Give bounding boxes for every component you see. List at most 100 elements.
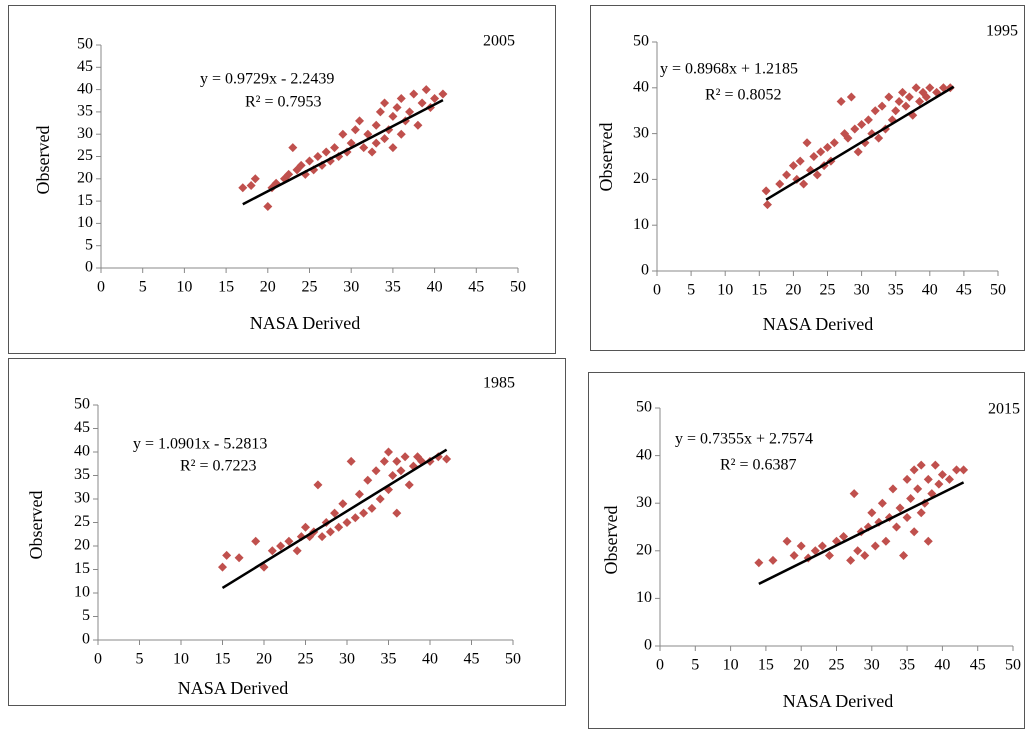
data-point — [817, 541, 827, 551]
panel-border — [8, 5, 556, 354]
data-point — [367, 503, 377, 513]
x-tick-label: 30 — [339, 651, 355, 668]
y-tick-label: 50 — [74, 396, 90, 413]
y-axis-label: Observed — [596, 123, 616, 192]
data-point — [388, 111, 398, 121]
x-tick-label: 25 — [298, 651, 314, 668]
data-point — [400, 452, 410, 462]
x-tick-label: 40 — [934, 657, 950, 674]
data-point — [809, 152, 819, 161]
data-point — [330, 143, 340, 153]
x-tick-label: 35 — [381, 651, 397, 668]
data-point — [334, 522, 344, 532]
x-tick-label: 25 — [302, 279, 318, 296]
data-point — [911, 83, 921, 93]
y-axis-label: Observed — [33, 126, 53, 195]
data-point — [354, 489, 364, 499]
y-tick-label: 30 — [74, 490, 90, 507]
data-point — [881, 536, 891, 546]
x-tick-label: 5 — [691, 657, 699, 674]
data-point — [836, 97, 846, 107]
data-point — [317, 532, 327, 542]
data-point — [392, 102, 402, 112]
chart-title: 1985 — [483, 375, 515, 392]
x-tick-label: 15 — [215, 651, 231, 668]
data-point — [795, 156, 805, 166]
x-tick-label: 20 — [785, 282, 801, 299]
data-point — [839, 532, 849, 542]
data-point — [292, 546, 302, 556]
y-tick-label: 20 — [633, 170, 649, 187]
data-point — [371, 120, 381, 130]
x-tick-label: 5 — [136, 651, 144, 668]
data-point — [923, 536, 933, 546]
x-tick-label: 15 — [751, 282, 767, 299]
x-tick-label: 20 — [256, 651, 272, 668]
x-axis-label: NASA Derived — [250, 313, 361, 333]
data-point — [870, 106, 880, 116]
data-point — [843, 133, 853, 143]
x-axis-label: NASA Derived — [763, 314, 874, 334]
data-point — [388, 143, 398, 153]
data-point — [218, 562, 227, 572]
x-tick-label: 15 — [218, 279, 234, 296]
y-tick-label: 10 — [74, 584, 90, 601]
data-point — [263, 201, 273, 211]
y-tick-label: 50 — [77, 36, 93, 53]
data-point — [877, 101, 887, 111]
x-tick-label: 40 — [427, 279, 443, 296]
data-point — [846, 92, 856, 102]
x-tick-label: 10 — [173, 651, 189, 668]
data-point — [388, 471, 398, 480]
y-tick-label: 0 — [82, 631, 90, 648]
x-tick-label: 10 — [723, 657, 739, 674]
data-point — [923, 474, 933, 484]
data-point — [894, 97, 904, 107]
data-point — [342, 518, 352, 527]
data-point — [775, 179, 785, 189]
x-tick-label: 25 — [829, 657, 845, 674]
data-point — [870, 541, 880, 551]
data-point — [371, 466, 381, 476]
data-point — [799, 179, 809, 189]
y-tick-label: 50 — [633, 33, 649, 50]
x-tick-label: 0 — [653, 282, 661, 299]
data-point — [867, 508, 877, 518]
data-point — [902, 512, 912, 522]
trendline — [242, 98, 444, 206]
data-point — [860, 551, 870, 561]
data-point — [796, 541, 806, 551]
data-point — [288, 143, 298, 153]
x-tick-label: 35 — [888, 282, 904, 299]
data-point — [246, 180, 256, 190]
data-point — [909, 527, 919, 537]
y-tick-label: 0 — [644, 637, 652, 654]
data-point — [363, 129, 373, 139]
x-tick-label: 0 — [656, 657, 664, 674]
x-tick-label: 40 — [922, 282, 938, 299]
data-point — [829, 138, 839, 148]
data-point — [234, 553, 244, 563]
data-point — [371, 138, 381, 148]
panel-border — [588, 372, 1025, 729]
data-point — [824, 551, 834, 561]
data-point — [421, 85, 431, 95]
x-tick-label: 5 — [139, 279, 147, 296]
y-tick-label: 0 — [85, 259, 93, 276]
y-tick-label: 40 — [74, 443, 90, 460]
y-tick-label: 20 — [74, 537, 90, 554]
x-tick-label: 30 — [854, 282, 870, 299]
trendline — [758, 481, 965, 585]
data-point — [338, 129, 348, 139]
data-point — [810, 546, 820, 556]
y-tick-label: 30 — [77, 125, 93, 142]
data-point — [321, 147, 331, 157]
data-point — [906, 493, 916, 503]
data-point — [355, 116, 365, 126]
data-point — [325, 527, 335, 537]
data-point — [267, 546, 277, 556]
y-tick-label: 15 — [77, 192, 93, 209]
data-point — [380, 98, 390, 108]
trend-equation: y = 1.0901x - 5.2813 — [133, 436, 267, 453]
panel-border — [590, 5, 1025, 351]
